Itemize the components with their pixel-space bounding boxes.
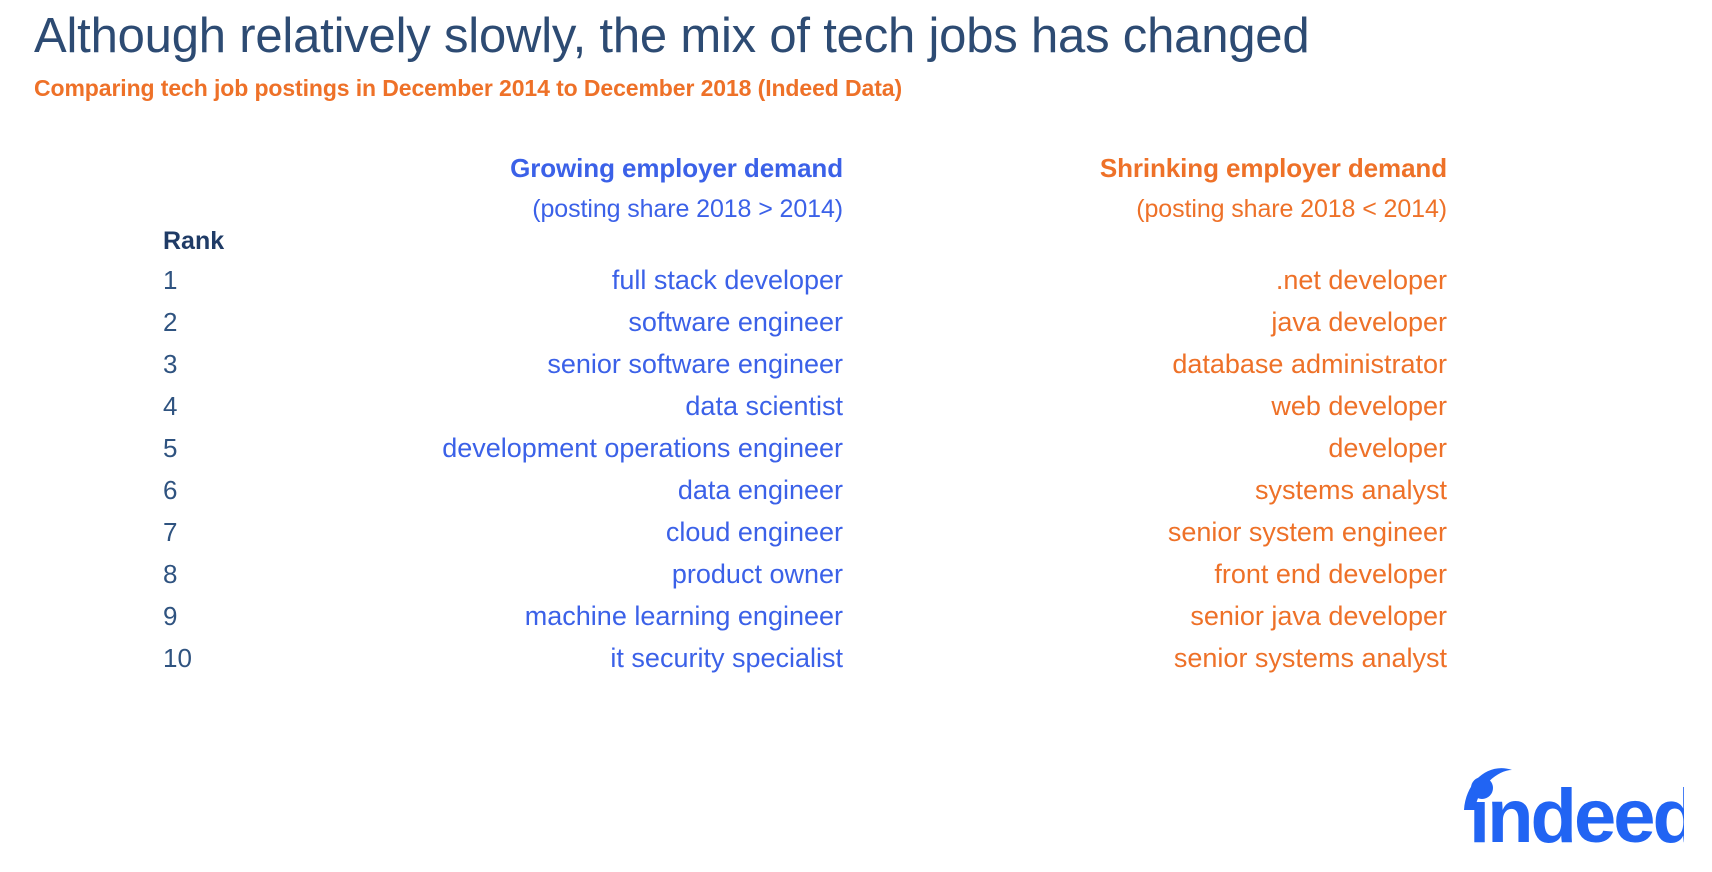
rank-column-header-cell: Rank (0, 152, 250, 254)
shrinking-cell: senior systems analyst (1173, 643, 1447, 673)
rank-cell: 4 (163, 391, 178, 421)
table-row: 4 data scientist web developer (0, 393, 1712, 435)
rank-cell: 2 (163, 307, 178, 337)
table-row: 2 software engineer java developer (0, 309, 1712, 351)
shrinking-column-title: Shrinking employer demand (1099, 153, 1447, 183)
growing-cell: full stack developer (611, 265, 843, 295)
logo-swoosh-path (1464, 768, 1512, 810)
logo-i-dot (1471, 777, 1493, 799)
growing-cell: software engineer (628, 307, 843, 337)
logo-wordmark-text: indeed (1469, 774, 1684, 850)
table-row: 9 machine learning engineer senior java … (0, 603, 1712, 645)
rank-cell: 5 (163, 433, 178, 463)
table-body: 1 full stack developer .net developer 2 … (0, 267, 1712, 687)
shrinking-cell: .net developer (1275, 265, 1447, 295)
table-row: 1 full stack developer .net developer (0, 267, 1712, 309)
shrinking-cell: senior java developer (1190, 601, 1447, 631)
table-row: 10 it security specialist senior systems… (0, 645, 1712, 687)
indeed-logo: indeed (1454, 754, 1684, 850)
growing-cell: it security specialist (610, 643, 843, 673)
table-row: 7 cloud engineer senior system engineer (0, 519, 1712, 561)
rank-cell: 1 (163, 265, 178, 295)
shrinking-cell: web developer (1271, 391, 1447, 421)
growing-cell: product owner (671, 559, 843, 589)
growing-column-header-cell: Growing employer demand (posting share 2… (250, 152, 917, 225)
growing-cell: machine learning engineer (524, 601, 843, 631)
rank-cell: 7 (163, 517, 178, 547)
shrinking-cell: developer (1328, 433, 1447, 463)
table-row: 8 product owner front end developer (0, 561, 1712, 603)
slide-header: Although relatively slowly, the mix of t… (34, 8, 1674, 102)
growing-cell: data scientist (685, 391, 843, 421)
table-row: 5 development operations engineer develo… (0, 435, 1712, 477)
rank-cell: 9 (163, 601, 178, 631)
rank-cell: 10 (163, 643, 192, 673)
shrinking-cell: java developer (1271, 307, 1447, 337)
page-title: Although relatively slowly, the mix of t… (34, 9, 1310, 63)
shrinking-cell: front end developer (1214, 559, 1447, 589)
rank-cell: 8 (163, 559, 178, 589)
shrinking-column-subtitle: (posting share 2018 < 2014) (1136, 194, 1447, 223)
growing-cell: senior software engineer (547, 349, 843, 379)
growing-cell: cloud engineer (665, 517, 843, 547)
table-header-row: Rank Growing employer demand (posting sh… (0, 152, 1712, 254)
table-row: 6 data engineer systems analyst (0, 477, 1712, 519)
shrinking-column-header-cell: Shrinking employer demand (posting share… (917, 152, 1712, 225)
growing-cell: data engineer (677, 475, 843, 505)
rank-cell: 6 (163, 475, 178, 505)
shrinking-cell: systems analyst (1254, 475, 1447, 505)
page-subtitle: Comparing tech job postings in December … (34, 74, 903, 101)
shrinking-cell: senior system engineer (1167, 517, 1447, 547)
shrinking-cell: database administrator (1172, 349, 1447, 379)
growing-cell: development operations engineer (442, 433, 843, 463)
rankings-table: Rank Growing employer demand (posting sh… (0, 152, 1712, 687)
table-row: 3 senior software engineer database admi… (0, 351, 1712, 393)
growing-column-subtitle: (posting share 2018 > 2014) (532, 194, 843, 223)
growing-column-title: Growing employer demand (510, 153, 843, 183)
rank-cell: 3 (163, 349, 178, 379)
rank-column-header-label: Rank (163, 227, 225, 255)
